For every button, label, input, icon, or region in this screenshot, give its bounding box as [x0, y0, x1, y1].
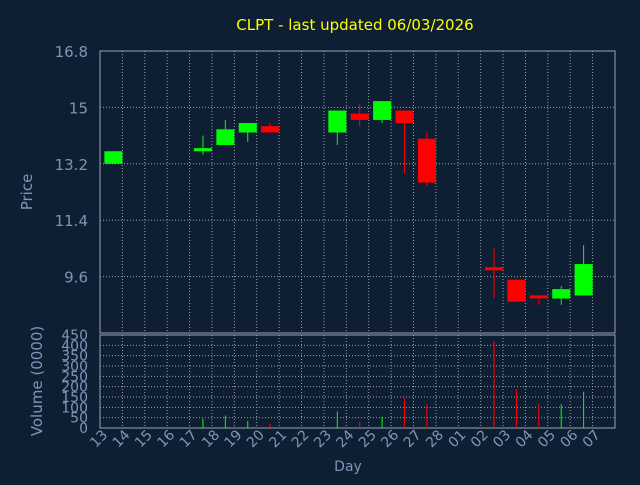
price-plot-frame	[99, 50, 616, 334]
candle-body	[350, 113, 369, 120]
volume-tick-label: 200	[61, 380, 88, 396]
candle-body	[552, 289, 571, 299]
price-axis-label: Price	[18, 174, 36, 211]
volume-plot-frame	[99, 334, 616, 429]
candle-body	[104, 151, 123, 164]
candle-body	[328, 110, 347, 133]
chart-title: CLPT - last updated 06/03/2026	[236, 16, 473, 34]
volume-tick-label: 50	[70, 411, 88, 427]
candle-body	[216, 129, 235, 145]
candle-body	[193, 148, 212, 152]
candle-body	[507, 279, 526, 302]
candle-body	[417, 138, 436, 183]
volume-tick-label: 150	[61, 390, 88, 406]
price-panel: 16.8 15 13.2 11.4 9.6	[55, 43, 616, 334]
price-tick-label: 9.6	[64, 269, 88, 287]
volume-tick-label: 100	[61, 400, 88, 416]
candle-body	[574, 264, 593, 296]
volume-tick-label: 400	[61, 338, 88, 354]
volume-axis-label: Volume (0000)	[28, 326, 46, 436]
price-tick-label: 16.8	[55, 43, 88, 61]
candle-body	[373, 101, 392, 120]
candle-body	[529, 295, 548, 299]
candle-body	[485, 267, 504, 271]
candle-body	[395, 110, 414, 124]
volume-tick-label: 250	[61, 369, 88, 385]
price-tick-label: 11.4	[55, 212, 88, 230]
candle-body	[238, 123, 257, 133]
volume-tick-label: 350	[61, 349, 88, 365]
volume-tick-label: 0	[79, 421, 88, 437]
volume-tick-label: 450	[61, 328, 88, 344]
volume-tick-label: 300	[61, 359, 88, 375]
price-tick-label: 13.2	[55, 156, 88, 174]
x-axis-label: Day	[334, 459, 362, 475]
price-tick-label: 15	[69, 99, 88, 117]
candle-body	[261, 126, 280, 133]
